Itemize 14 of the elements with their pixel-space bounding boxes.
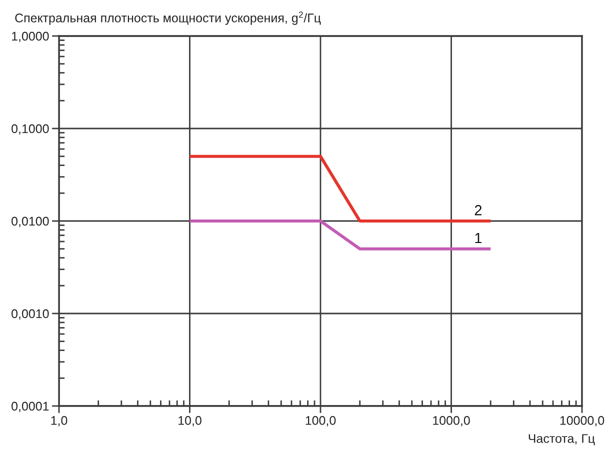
y-tick-label: 0,0001 (12, 402, 49, 412)
x-tick-label: 10000,0 (560, 416, 604, 426)
x-tick-label: 100,0 (306, 416, 336, 426)
y-tick-label: 1,0000 (12, 32, 49, 42)
y-tick-label: 0,0010 (12, 309, 49, 320)
y-tick-label: 0,1000 (12, 124, 49, 135)
y-axis-title: Спектральная плотность мощности ускорения, g$^{2}$/Гц (15, 12, 321, 25)
x-tick-label: 1000,0 (433, 416, 470, 426)
x-axis-title: Частота, Гц (528, 434, 595, 446)
y-tick-label: 0,0100 (12, 216, 49, 228)
x-tick-label: 10,0 (178, 416, 202, 426)
series-label: 2 (474, 205, 482, 216)
x-tick-label: 1,0 (51, 416, 68, 426)
series-label: 1 (475, 233, 482, 244)
